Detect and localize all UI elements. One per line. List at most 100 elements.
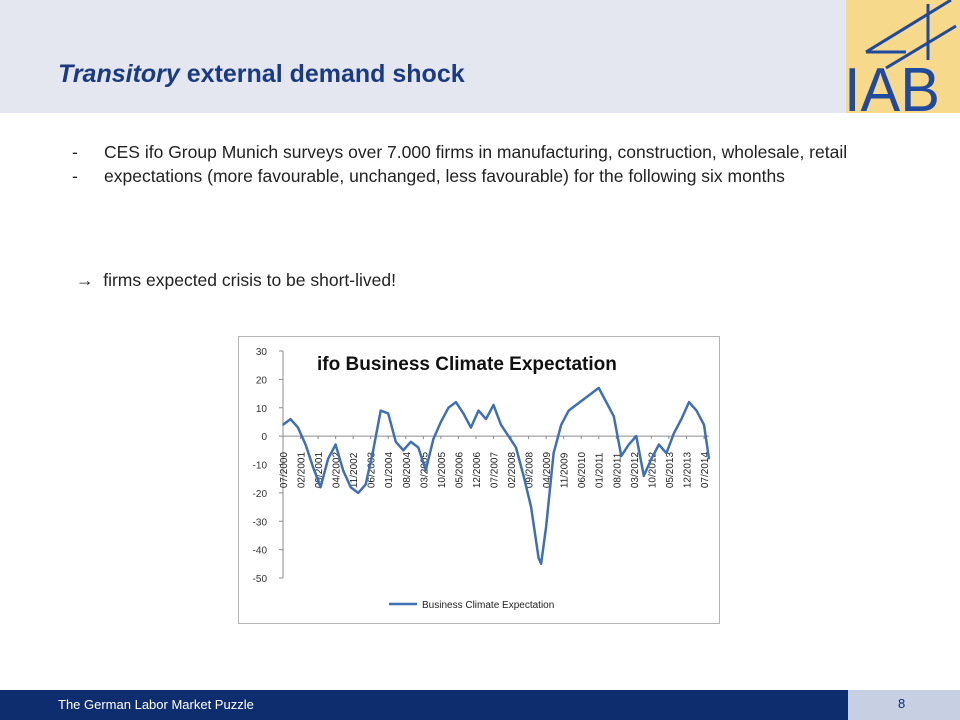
data-point [289, 418, 292, 420]
data-point [695, 409, 698, 412]
footer-band [0, 690, 848, 720]
x-tick-label: 03/2012 [630, 452, 641, 489]
data-point [658, 443, 660, 446]
data-point [628, 443, 630, 446]
y-tick-label: 30 [256, 347, 268, 358]
data-point [612, 415, 615, 418]
bullet-text: expectations (more favourable, unchanged… [104, 166, 785, 186]
data-point [708, 458, 710, 460]
data-point [575, 404, 577, 406]
x-tick-label: 12/2006 [472, 452, 483, 489]
data-point [319, 486, 322, 488]
data-point [357, 492, 359, 494]
x-tick-label: 10/2005 [437, 452, 448, 489]
data-point [507, 435, 510, 437]
data-point [447, 406, 450, 409]
data-point [462, 412, 465, 415]
data-point [470, 426, 472, 429]
data-point [665, 452, 668, 454]
conclusion-text: firms expected crisis to be short-lived! [103, 270, 396, 290]
data-point [635, 435, 638, 437]
data-point [590, 392, 593, 395]
x-tick-label: 06/2010 [577, 452, 588, 489]
data-point [387, 412, 390, 415]
data-point [680, 418, 683, 420]
x-tick-label: 04/2002 [332, 452, 343, 489]
data-point [530, 506, 532, 508]
x-tick-label: 08/2004 [402, 452, 413, 489]
x-tick-label: 07/2007 [489, 452, 500, 489]
data-point [364, 483, 367, 486]
x-tick-label: 07/2000 [279, 452, 290, 489]
data-point [537, 557, 540, 559]
data-point [560, 423, 562, 426]
data-point [703, 423, 705, 426]
data-point [552, 452, 555, 454]
x-tick-label: 01/2011 [595, 452, 606, 488]
data-point [379, 409, 382, 412]
logo-text: IAB [846, 56, 940, 113]
data-point [492, 404, 495, 406]
data-point [567, 409, 570, 412]
data-point [417, 446, 420, 449]
iab-logo: IAB [846, 0, 960, 113]
slide-title-rest: external demand shock [179, 60, 465, 88]
data-point [455, 401, 457, 403]
data-point [402, 449, 405, 452]
y-tick-label: -40 [253, 546, 268, 557]
arrow-right-icon: → [76, 270, 94, 290]
x-tick-label: 02/2001 [297, 452, 308, 489]
y-tick-label: -10 [253, 461, 268, 472]
data-point [597, 387, 600, 389]
data-point [342, 469, 344, 471]
data-point [477, 409, 480, 412]
data-point [485, 418, 487, 420]
data-point [327, 458, 329, 460]
data-point [440, 421, 442, 423]
x-tick-label: 09/2008 [525, 452, 536, 489]
data-point [515, 446, 517, 449]
x-tick-label: 07/2014 [700, 452, 711, 489]
x-tick-label: 05/2013 [665, 452, 676, 489]
bullet-item: - expectations (more favourable, unchange… [72, 164, 872, 188]
y-tick-label: 0 [261, 432, 267, 443]
x-tick-label: 08/2011 [612, 452, 623, 488]
bullet-text: CES ifo Group Munich surveys over 7.000 … [104, 142, 848, 162]
y-tick-label: 20 [256, 375, 268, 386]
data-point [673, 432, 675, 435]
data-point [394, 441, 397, 443]
conclusion-line: → firms expected crisis to be short-live… [76, 270, 396, 291]
data-point [605, 401, 608, 403]
x-tick-label: 09/2001 [314, 452, 325, 489]
data-point [643, 475, 645, 477]
data-point [304, 443, 307, 446]
data-point [334, 443, 337, 446]
chart-frame: 30 20 10 0 -10 -20 -30 -40 -50 07/2000 02/2001 09/2… [238, 336, 720, 624]
bullet-marker: - [72, 142, 78, 162]
x-tick-label: 11/2009 [560, 452, 571, 488]
x-tick-label: 01/2004 [384, 452, 395, 489]
line-chart: 30 20 10 0 -10 -20 -30 -40 -50 07/2000 02/2001 09/2… [253, 347, 711, 611]
data-point [650, 458, 653, 460]
data-point [545, 526, 547, 528]
legend-label: Business Climate Expectation [422, 600, 554, 611]
data-point [372, 449, 375, 452]
chart-title: ifo Business Climate Expectation [317, 354, 617, 375]
data-point [500, 423, 502, 426]
x-tick-label: 11/2002 [349, 452, 360, 488]
x-tick-label: 06/2003 [367, 452, 378, 489]
y-tick-label: 10 [256, 404, 268, 415]
data-point [540, 563, 542, 565]
x-tick-label: 05/2006 [454, 452, 465, 489]
bullet-item: - CES ifo Group Munich surveys over 7.000… [72, 140, 872, 164]
data-point [620, 455, 623, 457]
page-number: 8 [898, 696, 906, 711]
y-tick-label: -30 [253, 517, 268, 528]
bullet-marker: - [72, 166, 78, 186]
y-tick-label: -20 [253, 489, 268, 500]
data-point [312, 466, 314, 469]
x-tick-label: 02/2008 [507, 452, 518, 489]
data-point [425, 469, 427, 471]
data-point [410, 441, 412, 443]
x-tick-label: 10/2012 [647, 452, 658, 489]
